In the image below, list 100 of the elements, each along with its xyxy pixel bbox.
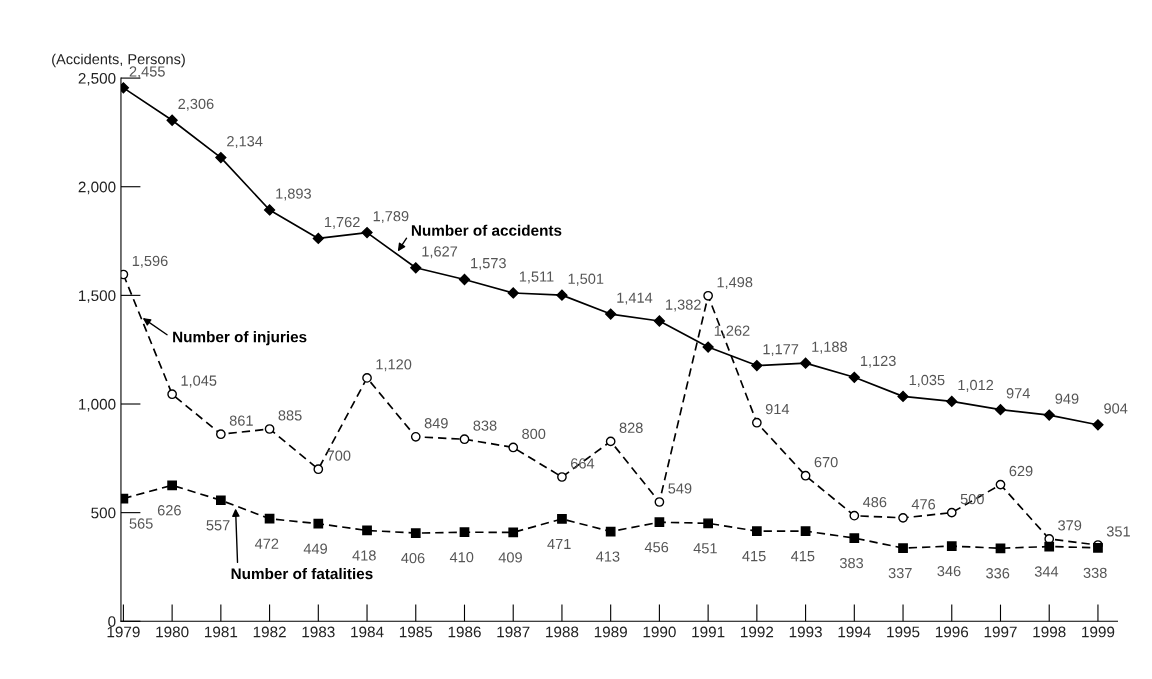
data-label: 1,498: [717, 277, 753, 290]
point: [898, 512, 908, 523]
data-label: 1,123: [860, 355, 896, 368]
x-tick-label: 1992: [741, 626, 774, 638]
data-label: 418: [352, 550, 376, 561]
data-label: 1,789: [373, 211, 409, 224]
point: [263, 204, 276, 216]
data-label: 2,455: [129, 66, 165, 79]
data-label: 1,511: [519, 271, 554, 284]
point: [995, 479, 1006, 490]
data-label: 1,627: [422, 246, 458, 259]
point: [849, 510, 860, 521]
data-label: 1,188: [812, 341, 847, 354]
data-label: 451: [693, 543, 717, 554]
data-label: 2,306: [178, 98, 214, 111]
point: [167, 389, 177, 400]
data-label: 406: [401, 552, 425, 564]
data-label: 338: [1083, 567, 1107, 578]
point: [313, 518, 324, 529]
x-tick-label: 1988: [546, 626, 579, 638]
point: [994, 404, 1007, 416]
point: [410, 528, 421, 538]
point: [215, 495, 226, 506]
point: [703, 518, 713, 529]
data-label: 700: [327, 450, 351, 461]
data-label: 1,893: [276, 188, 311, 201]
x-tick-label: 1984: [351, 626, 384, 638]
point: [362, 373, 372, 383]
point: [264, 513, 275, 524]
point: [362, 525, 372, 536]
data-label: 337: [888, 567, 912, 579]
x-tick-label: 1983: [302, 626, 335, 638]
data-label: 1,382: [666, 299, 701, 312]
point: [313, 464, 324, 475]
data-label: 1,045: [181, 375, 217, 388]
point: [410, 262, 422, 274]
point: [166, 114, 178, 126]
y-tick-label: 1,000: [79, 398, 116, 412]
data-label: 557: [206, 520, 230, 531]
data-label: 351: [1106, 526, 1130, 537]
data-label: 800: [522, 428, 546, 440]
data-label: 471: [547, 538, 571, 549]
data-label: 415: [742, 551, 766, 562]
point: [120, 82, 130, 94]
point: [410, 431, 421, 442]
data-label: 1,120: [376, 359, 412, 372]
point: [508, 442, 519, 453]
x-tick-label: 1998: [1033, 626, 1066, 638]
data-label: 1,262: [714, 325, 750, 338]
data-label: 409: [498, 552, 522, 563]
data-label: 549: [668, 483, 692, 494]
data-label: 415: [790, 551, 815, 562]
x-tick-label: 1996: [935, 626, 969, 638]
data-label: 1,501: [568, 273, 604, 286]
data-label: 664: [571, 458, 595, 469]
point: [1044, 541, 1055, 552]
data-label: 336: [986, 568, 1010, 579]
data-label: 379: [1058, 520, 1082, 531]
data-label: 861: [229, 415, 253, 426]
data-label: 949: [1055, 393, 1079, 404]
point: [557, 514, 567, 524]
point: [1043, 409, 1055, 421]
point: [849, 533, 860, 543]
x-tick-label: 1982: [253, 626, 286, 638]
point: [653, 315, 666, 327]
data-label: 629: [1009, 465, 1033, 477]
text: Number of fatalities: [231, 567, 373, 580]
point: [459, 527, 470, 538]
x-tick-label: 1981: [205, 626, 238, 638]
point: [1092, 419, 1104, 431]
x-tick-label: 1995: [887, 626, 920, 638]
data-label: 476: [911, 499, 936, 510]
y-tick-label: 500: [91, 507, 116, 519]
data-label: 1,177: [763, 344, 799, 357]
data-label: 974: [1006, 388, 1030, 399]
data-label: 486: [862, 496, 887, 508]
data-label: 670: [814, 456, 838, 468]
point: [751, 417, 762, 428]
y-tick-label: 2,500: [78, 72, 116, 86]
data-label: 849: [424, 418, 448, 429]
x-tick-label: 1997: [984, 626, 1017, 638]
point: [654, 517, 665, 528]
x-tick-label: 1989: [594, 626, 627, 638]
point: [800, 470, 811, 481]
x-tick-label: 1980: [156, 626, 189, 638]
data-label: 626: [157, 505, 181, 516]
point: [459, 434, 470, 445]
point: [215, 152, 227, 164]
point: [995, 543, 1006, 554]
point: [897, 390, 909, 403]
point: [946, 507, 957, 518]
point: [605, 436, 616, 447]
point: [702, 341, 714, 353]
data-label: 500: [960, 493, 984, 505]
data-label: 904: [1104, 403, 1128, 414]
series-label: Number of accidents: [411, 224, 562, 236]
data-label: 565: [129, 518, 153, 529]
data-label: 1,035: [909, 374, 945, 387]
data-label: 1,573: [471, 257, 506, 271]
point: [215, 429, 226, 440]
